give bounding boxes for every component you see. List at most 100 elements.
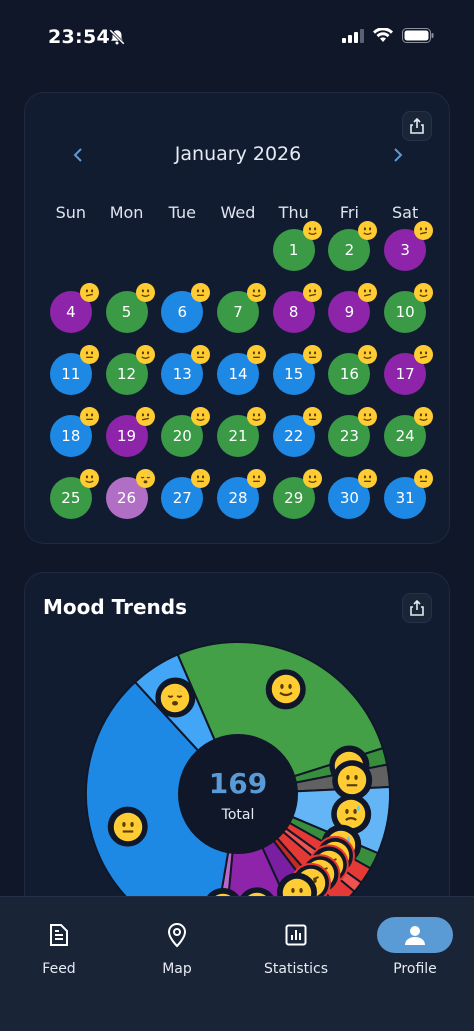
day-number: 11 [61,365,81,383]
slight-smile-emoji-icon [414,283,434,302]
calendar-empty-cell [210,229,266,271]
day-number: 2 [344,241,355,259]
status-bar: 23:54 [0,0,474,78]
svg-text:z: z [178,685,183,695]
day-number: 14 [228,365,248,383]
status-time: 23:54 [48,26,110,48]
day-number: 25 [61,489,81,507]
calendar-cell: 15 [266,345,322,395]
calendar-share-button[interactable] [402,111,432,141]
confused-emoji-icon [135,407,155,426]
sleepy-slice-emoji-icon: z [155,677,196,718]
nav-feed[interactable]: Feed [0,897,118,997]
day-number: 17 [395,365,415,383]
calendar-day[interactable]: 23 [328,407,378,457]
calendar-day[interactable]: 26 z [105,469,155,519]
calendar-day[interactable]: 21 [216,407,266,457]
calendar-day[interactable]: 2 [328,221,378,271]
day-number: 15 [284,365,304,383]
weekday-label: Wed [220,203,256,222]
nav-map[interactable]: Map [118,897,236,997]
nav-profile[interactable]: Profile [356,897,474,997]
calendar-day[interactable]: 15 [272,345,322,395]
status-icons [342,27,434,47]
prev-month-button[interactable] [69,145,89,165]
day-number: 29 [284,489,304,507]
calendar-cell: 13 [154,345,211,395]
calendar-day[interactable]: 7 [216,283,266,333]
day-number: 26 [117,489,137,507]
calendar-day[interactable]: 22 [272,407,322,457]
bottom-navigation: Feed Map Statistics Profile [0,896,474,1031]
calendar-cell: 2 [322,221,378,271]
calendar-day[interactable]: 24 [384,407,434,457]
neutral-emoji-icon [191,283,211,302]
calendar-day[interactable]: 12 [105,345,155,395]
day-number: 28 [228,489,248,507]
neutral-emoji-icon [79,407,99,426]
day-number: 12 [117,365,137,383]
slight-smile-emoji-icon [135,345,155,364]
calendar-day[interactable]: 13 [161,345,211,395]
day-number: 10 [395,303,415,321]
calendar-day[interactable]: 16 [328,345,378,395]
confused-emoji-icon [414,345,434,364]
calendar-day[interactable]: 10 [384,283,434,333]
slight-smile-slice-emoji-icon [265,669,306,710]
day-number: 8 [288,303,299,321]
calendar-cell: 3 [377,221,434,271]
neutral-emoji-icon [414,469,434,488]
mood-share-button[interactable] [402,593,432,623]
calendar-day[interactable]: 27 [161,469,211,519]
calendar-day[interactable]: 9 [328,283,378,333]
calendar-cell: 20 [154,407,211,457]
slight-smile-emoji-icon [246,283,266,302]
calendar-cell: 12 [99,345,155,395]
calendar-cell: 21 [210,407,266,457]
calendar-cell: 17 [377,345,434,395]
calendar-day[interactable]: 29 [272,469,322,519]
calendar-day[interactable]: 3 [384,221,434,271]
nav-statistics[interactable]: Statistics [237,897,355,997]
calendar-day[interactable]: 5 [105,283,155,333]
calendar-day[interactable]: 17 [384,345,434,395]
calendar-day[interactable]: 1 [272,221,322,271]
day-number: 21 [228,427,248,445]
confused-emoji-icon [302,283,322,302]
calendar-day[interactable]: 14 [216,345,266,395]
nav-label: Map [162,961,192,977]
slight-smile-emoji-icon [414,407,434,426]
share-icon [410,118,424,134]
calendar-day[interactable]: 28 [216,469,266,519]
calendar-day[interactable]: 4 [49,283,99,333]
calendar-cell: 28 [210,469,266,519]
calendar-cell: 8 [266,283,322,333]
calendar-cell: 23 [322,407,378,457]
unamused-slice-emoji-icon [332,760,373,801]
bell-muted-icon [108,28,126,50]
calendar-day[interactable]: 25 [49,469,99,519]
calendar-day[interactable]: 19 [105,407,155,457]
day-number: 5 [121,303,132,321]
calendar-cell: 6 [154,283,211,333]
calendar-day[interactable]: 18 [49,407,99,457]
neutral-emoji-icon [191,345,211,364]
calendar-cell: 10 [377,283,434,333]
calendar-day[interactable]: 30 [328,469,378,519]
next-month-button[interactable] [387,145,407,165]
slight-smile-emoji-icon [246,407,266,426]
profile-icon [405,926,425,945]
neutral-emoji-icon [358,469,378,488]
sleepy-emoji-icon: z [135,469,155,488]
slight-smile-emoji-icon [135,283,155,302]
calendar-day[interactable]: 8 [272,283,322,333]
calendar-header: January 2026 [25,137,451,173]
day-number: 31 [395,489,415,507]
calendar-day[interactable]: 31 [384,469,434,519]
calendar-cell: 16 [322,345,378,395]
calendar-day[interactable]: 20 [161,407,211,457]
calendar-cell: 11 [43,345,99,395]
nav-label: Statistics [264,961,328,977]
calendar-day[interactable]: 11 [49,345,99,395]
calendar-day[interactable]: 6 [161,283,211,333]
